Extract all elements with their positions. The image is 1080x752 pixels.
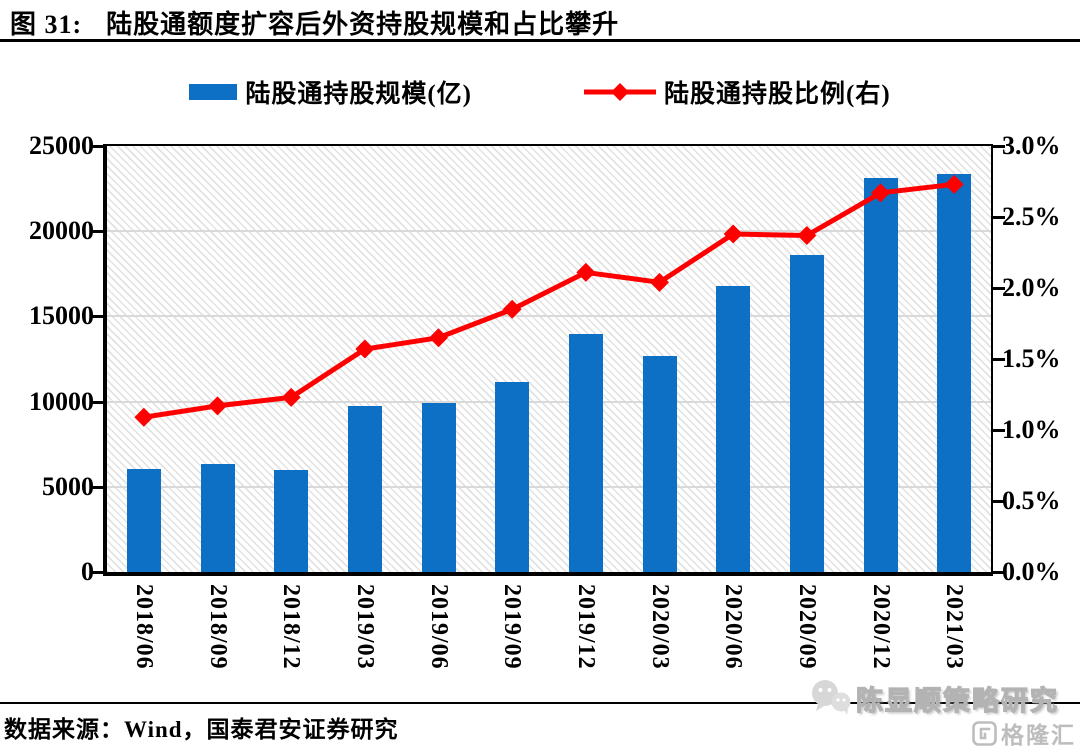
x-tick-label-2021/03: 2021/03 [941, 584, 968, 670]
bar-2019/06 [421, 403, 456, 572]
y-right-tick-2.5% [993, 216, 1005, 219]
x-tick-label-2019/06: 2019/06 [425, 584, 452, 670]
y-right-tick-1.5% [993, 358, 1005, 361]
watermark: 陈显顺策略研究 [808, 678, 1059, 718]
diamond-marker-2018/06 [134, 407, 154, 427]
plot-area [103, 144, 993, 576]
bar-2020/12 [863, 178, 898, 572]
line-series [134, 174, 964, 427]
y-left-label-5000: 5000 [42, 471, 94, 501]
line-swatch [584, 83, 656, 101]
title-divider [0, 39, 1080, 42]
diamond-marker-2018/12 [281, 387, 301, 407]
y-left-label-20000: 20000 [29, 216, 94, 246]
legend-item-line: 陆股通持股比例(右) [584, 74, 891, 110]
y-right-label-0.5%: 0.5% [1002, 486, 1061, 515]
legend-item-bar: 陆股通持股规模(亿) [189, 74, 472, 110]
x-tick-label-2019/09: 2019/09 [499, 584, 526, 670]
gridline-5000 [107, 485, 991, 488]
x-tick-label-2020/03: 2020/03 [646, 584, 673, 670]
x-tick-label-2018/06: 2018/06 [130, 584, 157, 670]
watermark-text: 陈显顺策略研究 [855, 685, 1059, 716]
gridline-20000 [107, 230, 991, 233]
gelonghui-logo: 格隆汇 [972, 716, 1076, 750]
gridline-10000 [107, 400, 991, 403]
diamond-marker-2019/12 [576, 262, 596, 282]
bar-2018/06 [126, 468, 161, 572]
legend-line-label: 陆股通持股比例(右) [664, 81, 891, 108]
legend: 陆股通持股规模(亿) 陆股通持股比例(右) [0, 74, 1080, 110]
x-tick-label-2020/12: 2020/12 [867, 584, 894, 670]
y-right-label-3.0%: 3.0% [1002, 131, 1061, 160]
x-tick-label-2020/09: 2020/09 [793, 584, 820, 670]
figure-header: 图 31: 陆股通额度扩容后外资持股规模和占比攀升 [10, 4, 619, 41]
bar-2019/09 [495, 381, 530, 572]
diamond-marker-2018/09 [208, 396, 227, 416]
bar-2018/12 [274, 470, 309, 572]
y-left-tick-0 [90, 571, 103, 574]
x-tick-label-2019/12: 2019/12 [572, 584, 599, 670]
y-left-tick-15000 [90, 315, 103, 319]
figure-label: 图 31: [10, 10, 83, 39]
diamond-marker-2019/06 [429, 328, 448, 348]
bar-2020/03 [642, 356, 677, 572]
y-right-label-1.5%: 1.5% [1002, 344, 1061, 373]
bar-2019/12 [568, 334, 603, 572]
diamond-marker-2020/06 [723, 224, 743, 244]
gelonghui-text: 格隆汇 [1001, 722, 1076, 748]
y-left-tick-10000 [90, 400, 103, 404]
y-right-label-2.0%: 2.0% [1002, 273, 1061, 302]
x-tick-label-2018/09: 2018/09 [204, 584, 231, 670]
y-right-tick-0.5% [993, 500, 1005, 503]
y-right-tick-0.0% [993, 571, 1005, 574]
data-source: 数据来源：Wind，国泰君安证券研究 [4, 717, 399, 742]
y-left-label-25000: 25000 [29, 131, 94, 160]
y-left-label-10000: 10000 [29, 386, 94, 416]
x-tick-label-2019/03: 2019/03 [351, 584, 378, 670]
y-right-label-1.0%: 1.0% [1002, 415, 1061, 444]
plot-inner [107, 146, 991, 572]
y-left-tick-20000 [90, 230, 103, 234]
diamond-marker-2021/03 [944, 174, 964, 194]
bar-swatch [189, 84, 238, 100]
diamond-marker-2019/03 [355, 339, 375, 359]
bar-2020/06 [716, 286, 751, 572]
y-right-tick-1.0% [993, 429, 1005, 432]
y-right-tick-2.0% [993, 287, 1005, 290]
legend-bar-label: 陆股通持股规模(亿) [245, 81, 472, 108]
y-right-label-0.0%: 0.0% [1002, 557, 1061, 586]
diamond-marker-2019/09 [502, 299, 522, 319]
figure-title: 陆股通额度扩容后外资持股规模和占比攀升 [106, 10, 620, 39]
bar-2021/03 [937, 173, 972, 572]
footer-divider [0, 702, 1080, 704]
bar-2019/03 [347, 405, 382, 572]
x-tick-label-2018/12: 2018/12 [278, 584, 305, 670]
y-left-label-15000: 15000 [29, 301, 94, 331]
y-left-tick-25000 [90, 145, 103, 148]
x-tick-label-2020/06: 2020/06 [720, 584, 747, 670]
bar-2018/09 [200, 463, 235, 572]
gelonghui-icon [972, 720, 997, 746]
bar-2020/09 [789, 254, 824, 572]
diamond-marker-2020/09 [797, 225, 817, 245]
diamond-marker-2020/12 [871, 183, 890, 203]
line-path [143, 181, 955, 420]
y-left-tick-5000 [90, 485, 103, 489]
wechat-icon [812, 680, 851, 715]
diamond-marker-2020/03 [650, 272, 669, 292]
y-right-label-2.5%: 2.5% [1002, 202, 1061, 231]
y-right-tick-3.0% [993, 145, 1005, 148]
gridline-15000 [107, 315, 991, 318]
y-left-label-0: 0 [81, 557, 94, 586]
